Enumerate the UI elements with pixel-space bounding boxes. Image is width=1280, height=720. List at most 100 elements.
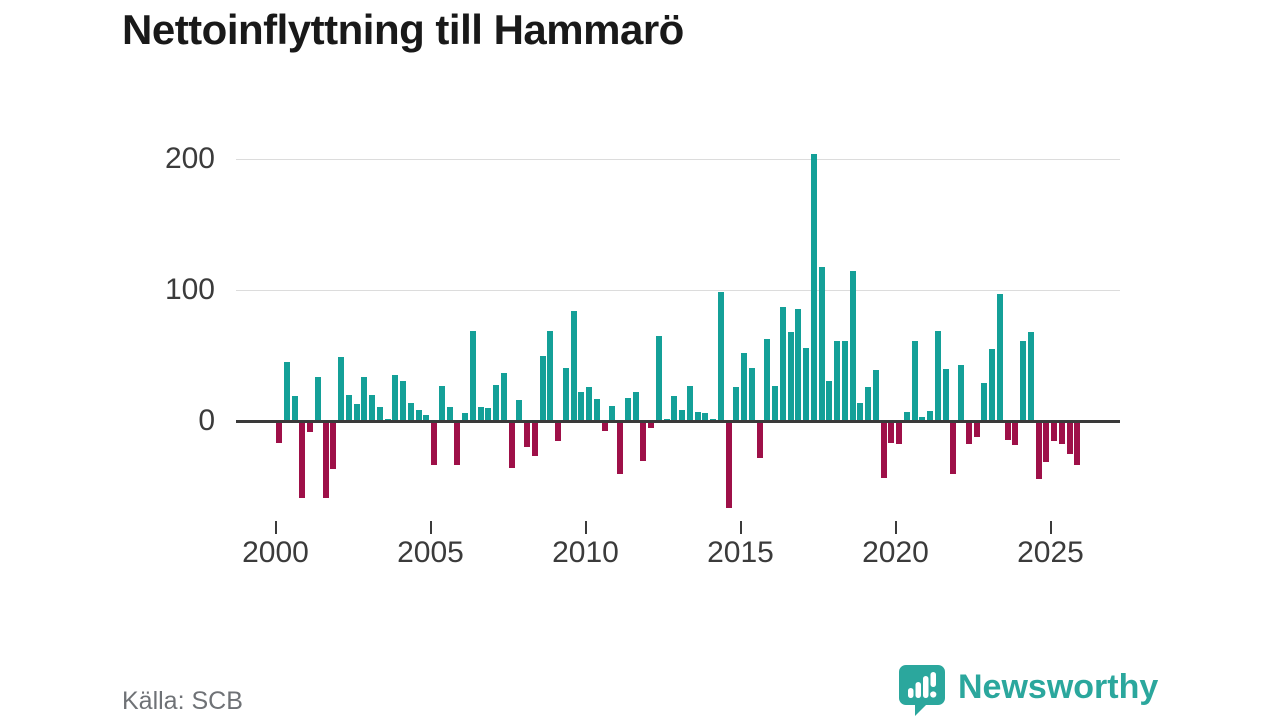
y-axis-tick-label: 0 (198, 404, 215, 437)
bar (1027, 332, 1034, 420)
bar (888, 423, 895, 443)
bar (392, 375, 399, 420)
bar (361, 376, 368, 420)
bar (1012, 423, 1019, 446)
bar (942, 368, 949, 420)
source-note: Källa: SCB (122, 687, 243, 715)
x-axis-tick (584, 521, 587, 534)
bar (849, 270, 856, 420)
x-axis-tick-label: 2005 (397, 536, 464, 569)
bar (756, 423, 763, 459)
bar (531, 423, 538, 456)
x-axis-line (236, 420, 1120, 423)
bar (376, 406, 383, 420)
bar (1043, 423, 1050, 463)
bar (1074, 423, 1081, 465)
bar (880, 423, 887, 479)
bar (772, 385, 778, 420)
bar (857, 402, 864, 420)
bar (516, 400, 523, 420)
bar (276, 423, 282, 443)
bar (989, 349, 995, 420)
bar (485, 408, 492, 420)
bar (570, 311, 577, 420)
bar (291, 396, 298, 420)
x-axis-tick-label: 2000 (242, 536, 309, 569)
bar (803, 347, 809, 420)
bar (965, 423, 972, 444)
bar (632, 392, 639, 420)
bar (446, 406, 453, 420)
bar (826, 380, 833, 420)
bar (601, 423, 608, 431)
bar (407, 402, 414, 420)
bar (958, 364, 964, 420)
bar (307, 423, 313, 433)
bar (686, 385, 693, 420)
bar (1035, 423, 1042, 480)
bar (493, 384, 499, 420)
bar (779, 307, 786, 420)
bar (795, 308, 802, 420)
bar (748, 367, 755, 420)
y-axis-tick-label: 200 (164, 142, 215, 175)
bar (694, 412, 701, 420)
bar (818, 266, 825, 420)
bar (981, 383, 988, 420)
bar (547, 330, 554, 420)
bar (663, 418, 670, 420)
bar (834, 341, 840, 420)
x-axis-tick (894, 521, 897, 534)
bar (617, 423, 623, 475)
bar (500, 372, 507, 420)
x-axis-tick-label: 2025 (1017, 536, 1084, 569)
bar (725, 423, 732, 509)
bar (539, 355, 546, 420)
gridline (236, 159, 1120, 160)
y-axis-tick-label: 100 (164, 273, 215, 306)
brand-name: Newsworthy (958, 668, 1159, 706)
bar (462, 413, 468, 420)
bar (369, 395, 375, 420)
bar (702, 413, 709, 420)
bar (996, 294, 1003, 420)
bar (562, 367, 569, 420)
bar (338, 357, 344, 420)
bar (655, 336, 662, 420)
page-title: Nettoinflyttning till Hammarö (122, 6, 684, 53)
bar (741, 353, 747, 420)
bar (609, 405, 616, 420)
bar (1004, 423, 1011, 441)
bar (415, 409, 422, 420)
bar (469, 330, 476, 420)
bar (841, 341, 848, 420)
newsworthy-chart-bubble-icon (898, 664, 946, 720)
bar (345, 395, 352, 420)
branding: Newsworthy (898, 664, 1158, 716)
bar (624, 397, 631, 420)
bar (872, 370, 879, 420)
bar (322, 423, 329, 498)
bar (1051, 423, 1057, 442)
x-axis-tick (429, 521, 432, 534)
bar (1066, 423, 1073, 455)
x-axis-tick (274, 521, 277, 534)
bar (423, 414, 430, 420)
bar (903, 412, 910, 420)
bar (648, 423, 654, 429)
bar (586, 387, 592, 420)
bar (950, 423, 957, 475)
bar (384, 418, 391, 420)
bar (810, 154, 817, 420)
bar (896, 423, 902, 444)
bar (314, 376, 321, 420)
bar (524, 423, 530, 447)
bar (1020, 341, 1026, 420)
bar (477, 406, 484, 420)
bar (865, 387, 871, 420)
x-axis-tick (739, 521, 742, 534)
bar (555, 423, 561, 442)
bar (919, 417, 926, 420)
bar (508, 423, 515, 468)
